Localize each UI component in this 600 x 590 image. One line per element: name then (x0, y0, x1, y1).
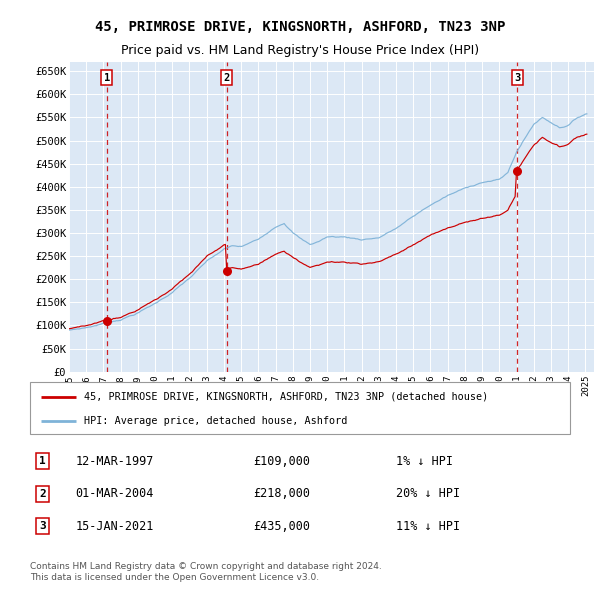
Text: 12-MAR-1997: 12-MAR-1997 (76, 455, 154, 468)
Text: £435,000: £435,000 (254, 520, 311, 533)
Text: 15-JAN-2021: 15-JAN-2021 (76, 520, 154, 533)
Text: 1% ↓ HPI: 1% ↓ HPI (396, 455, 453, 468)
Text: 45, PRIMROSE DRIVE, KINGSNORTH, ASHFORD, TN23 3NP (detached house): 45, PRIMROSE DRIVE, KINGSNORTH, ASHFORD,… (84, 392, 488, 402)
FancyBboxPatch shape (30, 382, 570, 434)
Text: 3: 3 (514, 73, 520, 83)
Text: Price paid vs. HM Land Registry's House Price Index (HPI): Price paid vs. HM Land Registry's House … (121, 44, 479, 57)
Text: 45, PRIMROSE DRIVE, KINGSNORTH, ASHFORD, TN23 3NP: 45, PRIMROSE DRIVE, KINGSNORTH, ASHFORD,… (95, 19, 505, 34)
Text: £109,000: £109,000 (254, 455, 311, 468)
Text: Contains HM Land Registry data © Crown copyright and database right 2024.
This d: Contains HM Land Registry data © Crown c… (30, 562, 382, 582)
Text: 1: 1 (104, 73, 110, 83)
Text: HPI: Average price, detached house, Ashford: HPI: Average price, detached house, Ashf… (84, 416, 347, 426)
Text: 2: 2 (224, 73, 230, 83)
Text: 11% ↓ HPI: 11% ↓ HPI (396, 520, 460, 533)
Text: 01-MAR-2004: 01-MAR-2004 (76, 487, 154, 500)
Text: 2: 2 (39, 489, 46, 499)
Text: £218,000: £218,000 (254, 487, 311, 500)
Text: 3: 3 (39, 522, 46, 531)
Text: 1: 1 (39, 457, 46, 466)
Text: 20% ↓ HPI: 20% ↓ HPI (396, 487, 460, 500)
